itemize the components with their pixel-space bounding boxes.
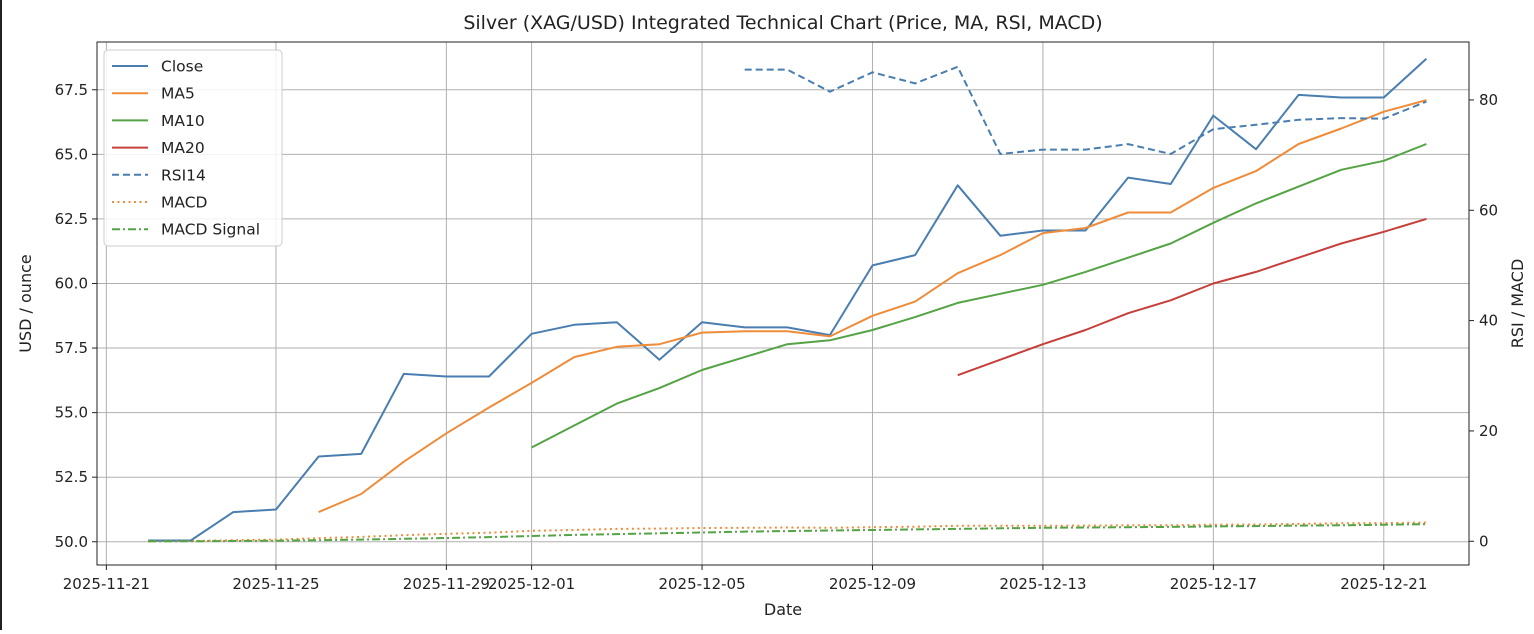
x-tick-label: 2025-12-17	[1170, 575, 1257, 593]
y2-axis-label: RSI / MACD	[1508, 259, 1527, 349]
y-tick-label: 50.0	[55, 533, 88, 551]
legend: Close MA5 MA10 MA20 RSI14 MACD MACD Signal	[103, 49, 283, 247]
series-line-ma10	[531, 143, 1427, 449]
y2-tick-label: 80	[1479, 91, 1498, 109]
y2-tick-label: 40	[1479, 312, 1498, 330]
grid	[97, 42, 1469, 565]
series-layer	[148, 58, 1428, 543]
chart-title: Silver (XAG/USD) Integrated Technical Ch…	[463, 12, 1102, 34]
x-axis-label: Date	[764, 600, 802, 619]
legend-label-ma5: MA5	[161, 85, 195, 103]
series-line-rsi14	[744, 65, 1427, 155]
x-tick-label: 2025-11-21	[63, 575, 150, 593]
x-tick-label: 2025-11-25	[232, 575, 319, 593]
series-line-close	[148, 58, 1428, 542]
y-tick-label: 62.5	[55, 210, 88, 228]
y-tick-label: 60.0	[55, 274, 88, 292]
y2-tick-label: 60	[1479, 201, 1498, 219]
y2-axis-ticks: 0 20 40 60 80	[1469, 91, 1498, 550]
x-axis-ticks: 2025-11-21 2025-11-25 2025-11-292025-12-01…	[63, 565, 1427, 593]
y-tick-label: 67.5	[55, 81, 88, 99]
x-tick-label: 2025-12-09	[829, 575, 916, 593]
series-line-macd-signal	[148, 523, 1427, 543]
x-tick-label: 2025-12-21	[1340, 575, 1427, 593]
legend-label-ma20: MA20	[161, 139, 205, 157]
legend-label-macd-signal: MACD Signal	[161, 221, 260, 239]
y-axis-ticks: 50.0 52.5 55.0 57.5 60.0 62.5 65.0 67.5	[55, 81, 97, 551]
legend-label-close: Close	[161, 58, 203, 76]
plot-area-border	[96, 41, 1470, 566]
x-tick-label: 2025-12-01	[488, 575, 575, 593]
y-tick-label: 55.0	[55, 404, 88, 422]
series-line-ma5	[318, 99, 1427, 514]
legend-label-rsi14: RSI14	[161, 166, 206, 184]
y-axis-label: USD / ounce	[16, 254, 35, 352]
series-line-ma20	[957, 217, 1427, 377]
y2-tick-label: 20	[1479, 422, 1498, 440]
legend-label-ma10: MA10	[161, 112, 205, 130]
x-tick-label: 2025-11-29	[403, 575, 490, 593]
legend-box	[103, 49, 283, 247]
y-tick-label: 65.0	[55, 145, 88, 163]
x-tick-label: 2025-12-05	[658, 575, 745, 593]
x-tick-label: 2025-12-13	[999, 575, 1086, 593]
legend-label-macd: MACD	[161, 194, 208, 212]
y-tick-label: 52.5	[55, 468, 88, 486]
y-tick-label: 57.5	[55, 339, 88, 357]
y2-tick-label: 0	[1479, 532, 1489, 550]
series-line-macd	[148, 521, 1427, 543]
